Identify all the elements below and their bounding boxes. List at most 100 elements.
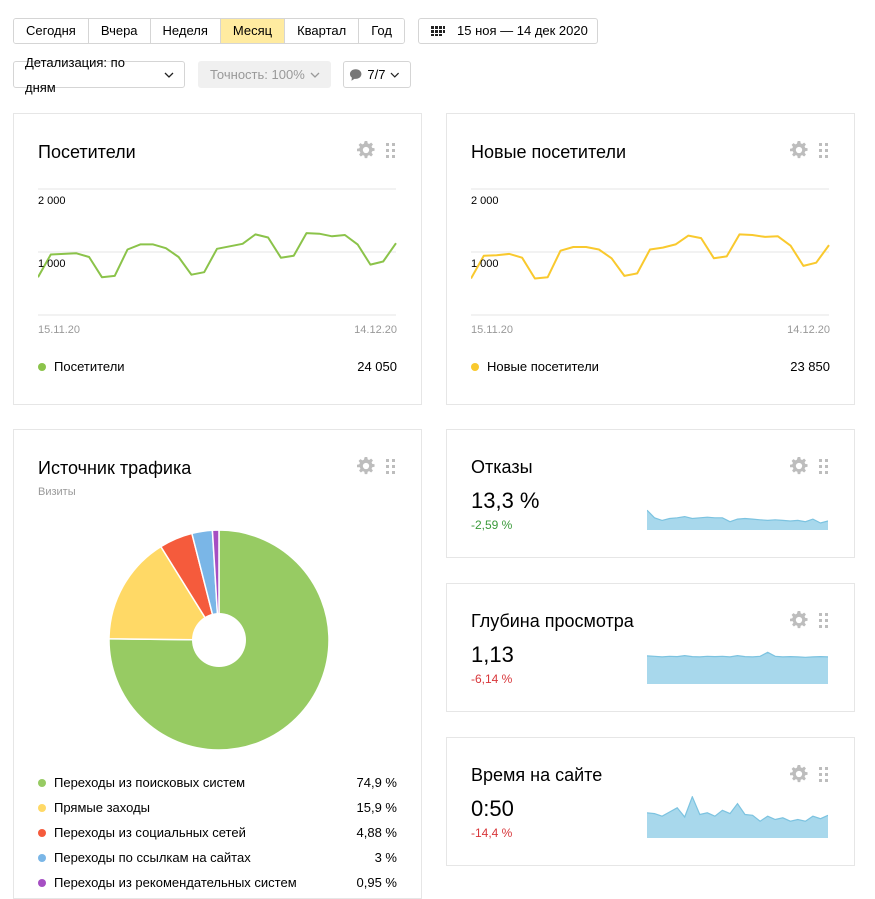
legend-item: Прямые заходы 15,9 % — [38, 800, 397, 815]
metric-delta: -2,59 % — [471, 518, 513, 532]
sparkline-area — [647, 796, 828, 838]
legend-item: Переходы из социальных сетей 4,88 % — [38, 825, 397, 840]
donut-hole — [192, 613, 246, 667]
segments-dropdown[interactable]: 7/7 — [343, 61, 411, 88]
sparkline-area — [647, 652, 828, 684]
legend-dot — [38, 778, 46, 787]
y-tick-label: 2 000 — [38, 195, 66, 207]
legend-value: 0,95 % — [356, 875, 397, 890]
legend-label: Переходы по ссылкам на сайтах — [54, 850, 251, 865]
legend-item: Переходы из рекомендательных систем 0,95… — [38, 875, 397, 890]
segments-dropdown-label: 7/7 — [367, 67, 386, 82]
drag-handle-icon[interactable] — [819, 142, 828, 158]
calendar-icon — [431, 26, 445, 36]
bounce-rate-widget: Отказы 13,3 % -2,59 % — [446, 429, 855, 558]
date-range-label: 15 ноя — 14 дек 2020 — [457, 23, 588, 38]
y-tick-label: 1 000 — [471, 258, 499, 270]
visitors-widget: Посетители 2 000 1 000 15.11.20 14.12.20… — [13, 113, 422, 405]
visitors-line-chart — [38, 188, 397, 316]
chevron-down-icon — [310, 72, 320, 78]
sparkline-line — [647, 509, 828, 524]
legend-label: Прямые заходы — [54, 800, 151, 815]
x-start-label: 15.11.20 — [471, 324, 514, 336]
accuracy-dropdown[interactable]: Точность: 100% — [198, 61, 331, 88]
legend-label: Переходы из рекомендательных систем — [54, 875, 297, 890]
metric-value: 0:50 — [471, 796, 514, 821]
legend-dot — [471, 362, 479, 371]
drag-handle-icon[interactable] — [386, 458, 395, 474]
x-end-label: 14.12.20 — [354, 324, 397, 336]
gear-icon[interactable] — [790, 457, 808, 475]
widget-tools — [790, 141, 828, 159]
legend-item: Новые посетители 23 850 — [471, 359, 830, 374]
time-on-site-widget: Время на сайте 0:50 -14,4 % — [446, 737, 855, 866]
legend-dot — [38, 878, 46, 887]
gear-icon[interactable] — [790, 765, 808, 783]
legend-dot — [38, 853, 46, 862]
drag-handle-icon[interactable] — [819, 612, 828, 628]
traffic-pie-chart — [108, 529, 330, 751]
legend-total: 23 850 — [790, 359, 830, 374]
legend-value: 15,9 % — [356, 800, 397, 815]
legend-dot — [38, 828, 46, 837]
widget-tools — [357, 141, 395, 159]
depth-sparkline — [647, 651, 828, 684]
chevron-down-icon — [164, 72, 174, 78]
widget-subtitle: Визиты — [38, 486, 76, 498]
sparkline-line — [647, 796, 828, 822]
legend-item: Переходы по ссылкам на сайтах 3 % — [38, 850, 397, 865]
period-week-button[interactable]: Неделя — [150, 19, 221, 43]
widget-tools — [790, 765, 828, 783]
period-year-button[interactable]: Год — [359, 19, 404, 43]
widget-title: Отказы — [471, 457, 533, 477]
pie-slice — [108, 545, 221, 641]
widget-title: Источник трафика — [38, 458, 192, 478]
legend-total: 24 050 — [357, 359, 397, 374]
gear-icon[interactable] — [790, 611, 808, 629]
y-tick-label: 1 000 — [38, 258, 66, 270]
x-start-label: 15.11.20 — [38, 324, 81, 336]
date-range-picker[interactable]: 15 ноя — 14 дек 2020 — [418, 18, 598, 44]
series-line — [38, 232, 397, 279]
period-month-button[interactable]: Месяц — [220, 19, 286, 43]
legend-dot — [38, 803, 46, 812]
widget-tools — [790, 457, 828, 475]
accuracy-dropdown-label: Точность: 100% — [210, 67, 305, 82]
legend-label: Посетители — [54, 359, 125, 374]
series-line — [471, 233, 830, 280]
period-yesterday-button[interactable]: Вчера — [88, 19, 151, 43]
period-selector: Сегодня Вчера Неделя Месяц Квартал Год — [13, 18, 405, 44]
legend-value: 3 % — [374, 850, 397, 865]
legend-label: Переходы из поисковых систем — [54, 775, 246, 790]
y-tick-label: 2 000 — [471, 195, 499, 207]
sparkline-area — [647, 510, 828, 530]
period-quarter-button[interactable]: Квартал — [285, 19, 360, 43]
drag-handle-icon[interactable] — [819, 458, 828, 474]
x-end-label: 14.12.20 — [787, 324, 830, 336]
widget-tools — [357, 457, 395, 475]
metric-delta: -14,4 % — [471, 826, 513, 840]
widget-title: Посетители — [38, 142, 136, 162]
chevron-down-icon — [390, 72, 400, 78]
new-visitors-widget: Новые посетители 2 000 1 000 15.11.20 14… — [446, 113, 855, 405]
pie-slice — [211, 529, 220, 641]
gear-icon[interactable] — [357, 141, 375, 159]
legend-item: Переходы из поисковых систем 74,9 % — [38, 775, 397, 790]
time-on-site-sparkline — [647, 796, 828, 838]
widget-title: Глубина просмотра — [471, 611, 634, 631]
gear-icon[interactable] — [357, 457, 375, 475]
legend-value: 74,9 % — [356, 775, 397, 790]
legend-value: 4,88 % — [356, 825, 397, 840]
drag-handle-icon[interactable] — [819, 766, 828, 782]
bounce-sparkline — [647, 509, 828, 530]
page-depth-widget: Глубина просмотра 1,13 -6,14 % — [446, 583, 855, 712]
period-today-button[interactable]: Сегодня — [14, 19, 89, 43]
sparkline-line — [647, 651, 828, 658]
traffic-source-widget: Источник трафика Визиты Переходы из поис… — [13, 429, 422, 899]
metric-delta: -6,14 % — [471, 672, 513, 686]
drag-handle-icon[interactable] — [386, 142, 395, 158]
gear-icon[interactable] — [790, 141, 808, 159]
detail-dropdown-label: Детализация: по дням — [25, 54, 125, 95]
metric-value: 13,3 % — [471, 488, 540, 513]
detail-dropdown[interactable]: Детализация: по дням — [13, 55, 185, 95]
